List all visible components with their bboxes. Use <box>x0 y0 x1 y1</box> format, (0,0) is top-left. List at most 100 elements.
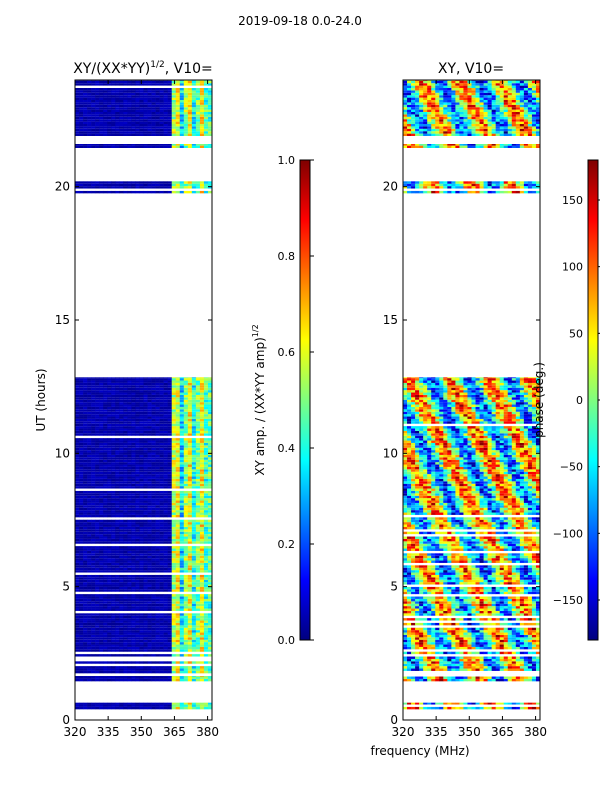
amp-cell <box>143 582 148 585</box>
amplitude-ratio-heatmap <box>75 80 212 710</box>
amp-cell <box>155 459 160 463</box>
amp-cell <box>151 704 156 707</box>
amp-cell <box>131 579 136 583</box>
amp-cell <box>171 387 177 391</box>
amp-cell <box>163 500 168 503</box>
amp-cell <box>175 618 181 621</box>
amp-cell <box>99 397 104 400</box>
amp-cell <box>123 704 128 707</box>
amp-cell <box>119 131 124 134</box>
amp-cell <box>135 522 140 525</box>
amp-cell <box>167 486 173 489</box>
amp-cell <box>203 594 209 597</box>
amp-cell <box>83 404 88 407</box>
amp-cell <box>171 565 177 568</box>
amp-cell <box>179 526 185 530</box>
amp-cell <box>175 541 181 544</box>
amp-cell <box>143 546 148 549</box>
amp-cell <box>207 83 212 86</box>
amp-cell <box>159 481 164 484</box>
amp-cell <box>191 116 197 120</box>
amp-cell <box>135 606 140 609</box>
amp-cell <box>203 649 209 652</box>
amp-cell <box>87 402 92 405</box>
amp-cell <box>83 83 88 86</box>
amp-cell <box>119 608 124 611</box>
amp-cell <box>115 550 120 554</box>
amp-cell <box>167 116 173 120</box>
amp-cell <box>103 555 108 559</box>
amp-cell <box>79 438 84 441</box>
amp-cell <box>87 423 92 427</box>
amp-cell <box>79 471 84 475</box>
amp-cell <box>127 409 132 412</box>
amp-cell <box>187 95 193 98</box>
amp-cell <box>187 526 193 530</box>
amp-cell <box>91 426 96 429</box>
amp-cell <box>163 423 168 427</box>
amp-cell <box>199 416 205 419</box>
amp-cell <box>139 601 144 604</box>
amp-cell <box>159 536 164 539</box>
amp-cell <box>199 121 205 124</box>
amp-cell <box>103 678 108 682</box>
amp-cell <box>115 606 120 609</box>
amp-cell <box>95 397 100 400</box>
amp-cell <box>147 512 152 515</box>
amp-cell <box>75 490 80 494</box>
amp-cell <box>139 107 144 110</box>
amp-cell <box>187 606 193 609</box>
amp-cell <box>95 466 100 470</box>
amp-cell <box>183 469 189 472</box>
amp-cell <box>199 380 205 383</box>
amp-cell <box>163 490 168 494</box>
amp-cell <box>131 586 136 590</box>
amp-cell <box>91 661 96 664</box>
amp-cell <box>207 107 212 110</box>
amp-cell <box>75 676 80 677</box>
amp-cell <box>151 649 156 652</box>
amp-cell <box>183 555 189 559</box>
amp-cell <box>163 589 168 592</box>
amp-cell <box>207 423 212 427</box>
amp-cell <box>171 495 177 499</box>
amp-cell <box>175 104 181 108</box>
amp-cell <box>79 546 84 549</box>
amp-cell <box>179 548 185 551</box>
amp-cell <box>203 627 209 631</box>
amp-cell <box>111 109 116 112</box>
amp-cell <box>99 661 104 664</box>
amp-cell <box>87 546 92 549</box>
amp-cell <box>103 495 108 499</box>
amp-cell <box>167 378 173 381</box>
amp-cell <box>91 519 96 523</box>
amp-cell <box>135 536 140 539</box>
amp-cell <box>79 124 84 127</box>
amp-cell <box>119 548 124 551</box>
amp-cell <box>191 392 197 395</box>
amp-cell <box>191 606 197 609</box>
amp-cell <box>167 92 173 96</box>
amp-cell <box>111 83 116 86</box>
amp-cell <box>103 670 108 674</box>
amp-cell <box>151 601 156 604</box>
amp-cell <box>191 531 197 535</box>
amp-cell <box>95 649 100 652</box>
amp-cell <box>79 646 84 650</box>
amp-cell <box>183 126 189 129</box>
amp-cell <box>103 483 108 487</box>
amp-cell <box>99 128 104 132</box>
amp-cell <box>207 186 212 189</box>
amp-cell <box>151 145 156 148</box>
amp-cell <box>191 676 197 679</box>
amp-cell <box>203 109 209 112</box>
amp-cell <box>75 512 80 515</box>
amp-cell <box>99 471 104 475</box>
amp-cell <box>87 462 92 465</box>
amp-cell <box>155 471 160 475</box>
amp-cell <box>199 498 205 501</box>
amp-cell <box>179 620 185 623</box>
amp-cell <box>143 104 148 108</box>
amp-cell <box>79 498 84 501</box>
amp-cell <box>151 548 156 551</box>
